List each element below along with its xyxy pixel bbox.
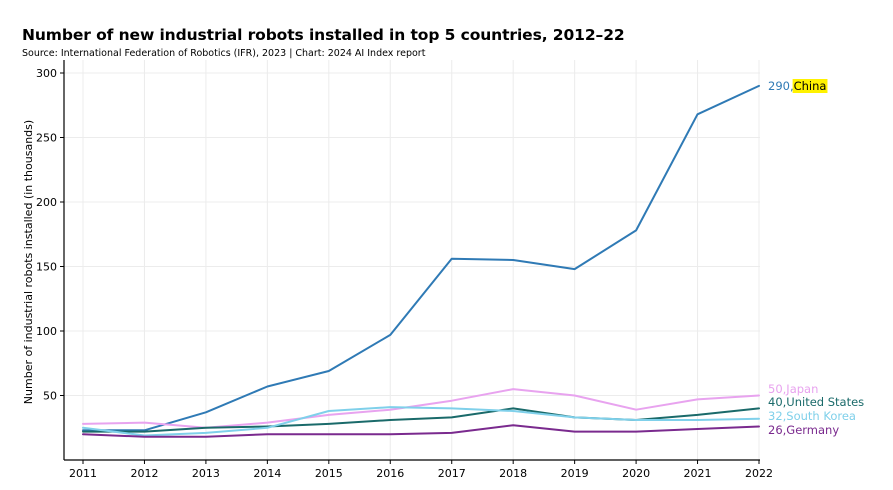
x-tick-label: 2016 bbox=[376, 467, 404, 480]
x-tick-label: 2011 bbox=[69, 467, 97, 480]
chart-title: Number of new industrial robots installe… bbox=[22, 26, 625, 44]
end-label-name: China bbox=[794, 79, 827, 93]
end-label-china: 290, China bbox=[768, 79, 828, 93]
end-label-name: Japan bbox=[785, 382, 818, 396]
x-tick-label: 2019 bbox=[561, 467, 589, 480]
end-label-value: 290, bbox=[768, 79, 794, 93]
end-label-value: 50, bbox=[768, 382, 786, 396]
end-label-value: 32, bbox=[768, 409, 786, 423]
y-tick-label: 100 bbox=[36, 325, 57, 338]
end-label-value: 40, bbox=[768, 395, 786, 409]
x-tick-label: 2018 bbox=[499, 467, 527, 480]
y-tick-label: 50 bbox=[43, 390, 57, 403]
x-tick-label: 2015 bbox=[315, 467, 343, 480]
grid-lines bbox=[64, 60, 760, 460]
y-tick-label: 150 bbox=[36, 261, 57, 274]
y-axis-title: Number of industrial robots installed (i… bbox=[22, 120, 35, 404]
end-label-germany: 26, Germany bbox=[768, 423, 839, 437]
y-tick-label: 200 bbox=[36, 196, 57, 209]
series-line-japan bbox=[82, 388, 760, 429]
end-label-south-korea: 32, South Korea bbox=[768, 409, 856, 423]
x-tick-label: 2013 bbox=[192, 467, 220, 480]
y-tick-label: 300 bbox=[36, 67, 57, 80]
end-label-name: Germany bbox=[786, 423, 839, 437]
x-tick-label: 2014 bbox=[253, 467, 281, 480]
x-tick-label: 2017 bbox=[438, 467, 466, 480]
x-tick-label: 2021 bbox=[684, 467, 712, 480]
x-tick-label: 2020 bbox=[622, 467, 650, 480]
series-lines bbox=[82, 84, 760, 438]
name-highlight bbox=[792, 79, 828, 93]
end-label-united-states: 40, United States bbox=[768, 395, 864, 409]
series-line-south-korea bbox=[82, 406, 760, 437]
series-line-china bbox=[82, 84, 760, 432]
end-label-name: South Korea bbox=[786, 409, 856, 423]
series-line-germany bbox=[82, 424, 760, 438]
x-tick-label: 2022 bbox=[745, 467, 773, 480]
end-label-name: United States bbox=[786, 395, 864, 409]
y-tick-label: 250 bbox=[36, 132, 57, 145]
x-tick-label: 2012 bbox=[130, 467, 158, 480]
end-label-japan: 50, Japan bbox=[768, 382, 818, 396]
chart-source: Source: International Federation of Robo… bbox=[22, 48, 426, 59]
end-label-value: 26, bbox=[768, 423, 786, 437]
axes: 50 100 150 200 250 300 2011 2012 2013 2014 2015 201… bbox=[22, 60, 773, 480]
